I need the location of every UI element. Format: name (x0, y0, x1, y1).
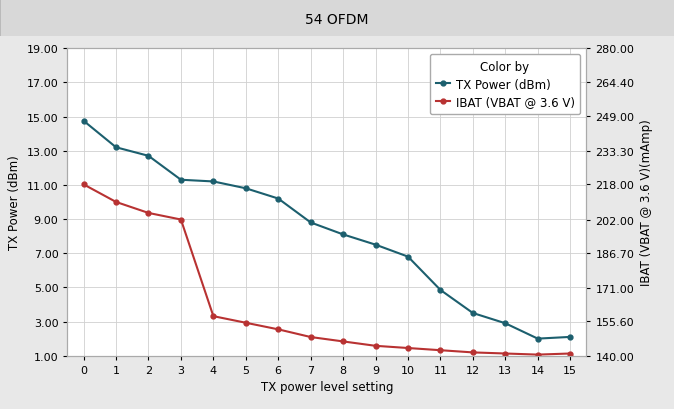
IBAT (VBAT @ 3.6 V) (210, 314, 218, 319)
IBAT (VBAT @ 3.6 V) (274, 327, 282, 332)
TX Power (dBm) (501, 321, 510, 326)
IBAT (VBAT @ 3.6 V) (242, 321, 250, 326)
TX Power (dBm) (80, 119, 88, 124)
Line: TX Power (dBm): TX Power (dBm) (81, 119, 573, 341)
IBAT (VBAT @ 3.6 V) (339, 339, 347, 344)
IBAT (VBAT @ 3.6 V) (501, 351, 510, 356)
TX Power (dBm) (210, 180, 218, 184)
TX Power (dBm) (436, 288, 444, 293)
IBAT (VBAT @ 3.6 V) (436, 348, 444, 353)
TX Power (dBm) (566, 335, 574, 339)
Legend: TX Power (dBm), IBAT (VBAT @ 3.6 V): TX Power (dBm), IBAT (VBAT @ 3.6 V) (429, 55, 580, 115)
TX Power (dBm) (339, 232, 347, 237)
X-axis label: TX power level setting: TX power level setting (261, 380, 393, 393)
TX Power (dBm) (307, 220, 315, 225)
IBAT (VBAT @ 3.6 V) (112, 200, 120, 205)
Line: IBAT (VBAT @ 3.6 V): IBAT (VBAT @ 3.6 V) (81, 182, 573, 357)
Y-axis label: IBAT (VBAT @ 3.6 V)(mAmp): IBAT (VBAT @ 3.6 V)(mAmp) (640, 119, 653, 285)
IBAT (VBAT @ 3.6 V) (144, 211, 152, 216)
IBAT (VBAT @ 3.6 V) (371, 344, 379, 348)
TX Power (dBm) (242, 187, 250, 191)
Text: 54 OFDM: 54 OFDM (305, 13, 369, 27)
IBAT (VBAT @ 3.6 V) (80, 182, 88, 187)
IBAT (VBAT @ 3.6 V) (404, 346, 412, 351)
Y-axis label: TX Power (dBm): TX Power (dBm) (8, 155, 21, 250)
TX Power (dBm) (534, 336, 542, 341)
TX Power (dBm) (144, 154, 152, 159)
IBAT (VBAT @ 3.6 V) (177, 218, 185, 222)
IBAT (VBAT @ 3.6 V) (534, 352, 542, 357)
TX Power (dBm) (404, 254, 412, 259)
TX Power (dBm) (469, 311, 477, 316)
TX Power (dBm) (177, 178, 185, 183)
TX Power (dBm) (274, 197, 282, 202)
TX Power (dBm) (112, 146, 120, 151)
IBAT (VBAT @ 3.6 V) (566, 351, 574, 356)
IBAT (VBAT @ 3.6 V) (469, 350, 477, 355)
TX Power (dBm) (371, 243, 379, 247)
IBAT (VBAT @ 3.6 V) (307, 335, 315, 339)
